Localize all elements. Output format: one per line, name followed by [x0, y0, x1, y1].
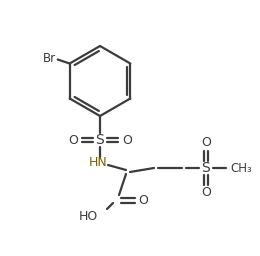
Text: O: O	[68, 133, 78, 146]
Text: Br: Br	[43, 52, 56, 65]
Text: S: S	[202, 161, 210, 175]
Text: HN: HN	[89, 155, 107, 168]
Text: HO: HO	[79, 210, 98, 223]
Text: O: O	[201, 136, 211, 150]
Text: CH₃: CH₃	[230, 162, 252, 175]
Text: O: O	[138, 194, 148, 207]
Text: S: S	[96, 133, 104, 147]
Text: O: O	[122, 133, 132, 146]
Text: O: O	[201, 187, 211, 199]
